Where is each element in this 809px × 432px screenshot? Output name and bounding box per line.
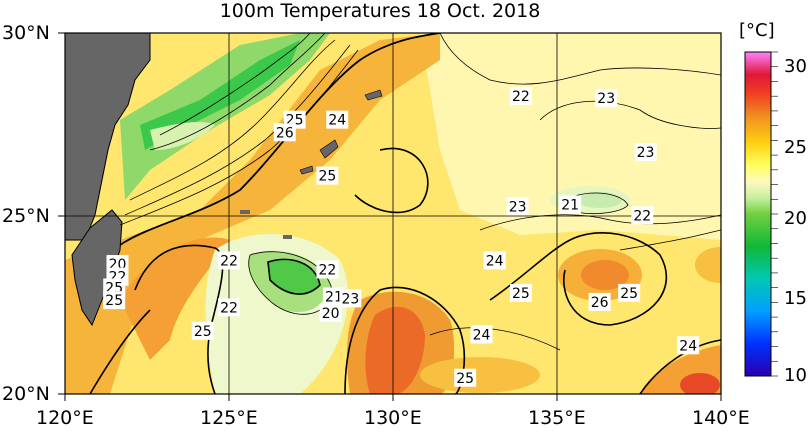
contour-label-17: 25 — [509, 283, 532, 302]
contour-label-text: 25 — [105, 293, 123, 309]
contour-label-21: 22 — [218, 298, 240, 317]
map-title: 100m Temperatures 18 Oct. 2018 — [219, 0, 541, 22]
contour-label-2: 26 — [273, 123, 296, 142]
contour-label-text: 23 — [509, 199, 527, 215]
lon-label-130e: 130°E — [364, 407, 422, 429]
lon-label-135e: 135°E — [528, 407, 586, 429]
lon-label-140e: 140°E — [692, 407, 750, 429]
contour-label-12: 24 — [483, 251, 506, 270]
contour-label-text: 23 — [637, 145, 655, 161]
contour-label-text: 20 — [322, 306, 340, 322]
lon-label-120e: 120°E — [36, 407, 94, 429]
contour-label-text: 25 — [512, 286, 530, 302]
colorbar-tick-10: 10 — [784, 365, 807, 386]
contour-label-19: 23 — [339, 289, 362, 308]
contour-label-text: 23 — [341, 291, 359, 307]
contour-label-text: 21 — [325, 290, 343, 306]
lon-label-125e: 125°E — [200, 407, 258, 429]
contour-label-27: 25 — [454, 368, 477, 387]
lat-label-20n: 20°N — [2, 383, 50, 405]
contour-label-text: 21 — [561, 197, 579, 213]
contour-label-23: 25 — [618, 283, 641, 302]
contour-label-26: 24 — [677, 336, 700, 355]
land-mass — [65, 33, 526, 327]
contour-label-text: 22 — [220, 253, 238, 269]
lat-label-25n: 25°N — [2, 205, 50, 227]
contour-label-16: 25 — [103, 291, 126, 310]
graticule — [65, 33, 721, 394]
contour-label-text: 22 — [633, 208, 651, 224]
contour-label-10: 22 — [218, 251, 240, 270]
contour-label-text: 24 — [328, 113, 346, 129]
colorbar — [744, 51, 778, 377]
contour-label-24: 25 — [191, 321, 214, 340]
colorbar-tick-30: 30 — [784, 56, 807, 77]
colorbar-tick-25: 25 — [784, 137, 807, 158]
contour-label-7: 23 — [506, 197, 529, 216]
contour-label-text: 25 — [620, 286, 638, 302]
contour-label-6: 23 — [634, 143, 657, 162]
contour-label-text: 25 — [318, 169, 336, 185]
colorbar-tick-15: 15 — [784, 288, 807, 309]
contour-label-text: 25 — [456, 371, 474, 387]
contour-label-5: 23 — [595, 88, 618, 107]
contour-label-text: 26 — [276, 125, 294, 141]
contour-label-text: 24 — [679, 338, 697, 354]
contour-label-text: 26 — [591, 295, 609, 311]
contour-label-text: 24 — [473, 327, 491, 343]
contour-label-8: 21 — [559, 195, 582, 214]
contour-label-20: 20 — [319, 303, 342, 322]
contour-label-11: 22 — [316, 260, 339, 279]
colorbar-unit: [°C] — [739, 20, 775, 41]
contour-label-text: 25 — [194, 324, 212, 340]
contour-label-3: 25 — [316, 166, 339, 185]
contour-label-text: 22 — [512, 89, 530, 105]
contour-label-text: 23 — [597, 91, 615, 107]
contour-label-22: 26 — [588, 292, 611, 311]
contour-label-text: 22 — [318, 262, 336, 278]
colorbar-tick-20: 20 — [784, 208, 807, 229]
contour-label-4: 22 — [509, 87, 532, 106]
lat-label-30n: 30°N — [2, 22, 50, 44]
contour-label-1: 24 — [326, 110, 349, 129]
contour-label-9: 22 — [631, 206, 654, 225]
contour-label-25: 24 — [470, 325, 493, 344]
axis-ticks — [58, 32, 722, 401]
contour-label-text: 24 — [486, 253, 504, 269]
contour-label-text: 22 — [220, 300, 238, 316]
